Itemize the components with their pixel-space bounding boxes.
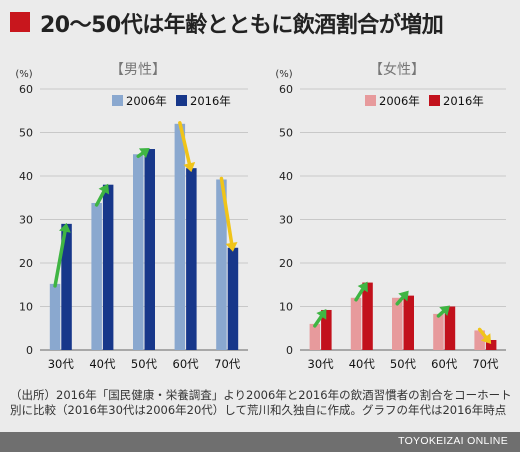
male-trend-arrow-head-0: [59, 222, 71, 233]
male-ytick-20: 20: [19, 257, 33, 270]
male-bar-2006-3: [174, 123, 186, 350]
male-bar-2016-4: [227, 247, 239, 350]
female-ytick-10: 10: [279, 301, 293, 314]
male-bar-2006-4: [216, 179, 227, 350]
female-ytick-30: 30: [279, 214, 293, 227]
female-trend-arrow-1: [354, 281, 368, 302]
female-trend-arrow-shaft-1: [354, 287, 365, 302]
female-bar-2016-4: [485, 339, 497, 350]
female-xtick-3: 60代: [431, 357, 458, 371]
male-xtick-4: 70代: [214, 357, 241, 371]
female-chart-panel: 【女性】 (%) 0 10 20 30 40 50 60 2006年 2016年 30代 40代 50代 6…: [260, 50, 520, 385]
male-trend-arrow-shaft-1: [94, 189, 106, 207]
female-ytick-40: 40: [279, 170, 293, 183]
female-bar-2006-3: [433, 313, 444, 350]
female-bar-2016-0: [321, 309, 332, 350]
female-ytick-60: 60: [279, 83, 293, 96]
female-trend-arrow-4: [477, 327, 492, 344]
male-bar-2006-1: [91, 202, 102, 350]
female-trend-arrow-0: [313, 308, 327, 328]
male-trend-arrow-shaft-3: [178, 121, 192, 166]
male-trend-arrow-shaft-4: [219, 176, 234, 245]
male-chart-title: 【男性】: [110, 62, 166, 78]
female-trend-arrow-head-1: [357, 281, 368, 293]
female-xtick-0: 30代: [308, 357, 335, 371]
male-ytick-10: 10: [19, 301, 33, 314]
male-bar-2016-3: [186, 168, 197, 350]
male-trend-arrow-0: [53, 222, 71, 288]
male-legend-swatch-2016: [176, 95, 187, 106]
female-trend-arrow-2: [395, 290, 409, 306]
male-xtick-3: 60代: [173, 357, 200, 371]
female-chart-svg: 【女性】 (%) 0 10 20 30 40 50 60 2006年 2016年 30代 40代 50代 6…: [275, 61, 506, 371]
female-trend-arrow-shaft-4: [477, 327, 488, 339]
male-legend-label-2016: 2016年: [190, 94, 231, 108]
male-legend-swatch-2006: [112, 95, 123, 106]
female-legend-label-2006: 2006年: [379, 94, 420, 108]
female-bar-2006-4: [474, 330, 485, 350]
female-chart-title: 【女性】: [369, 61, 425, 78]
male-bar-2006-0: [49, 283, 61, 350]
female-unit-label: (%): [275, 69, 292, 80]
female-bar-2016-2: [403, 295, 414, 350]
male-chart-svg: 【男性】 (%) 0 10 20 30 40 50 60 2006年 2016年 30代 40代 50代 6…: [15, 62, 248, 371]
female-bar-2006-2: [392, 297, 403, 350]
male-trend-arrow-1: [94, 183, 110, 207]
male-ytick-60: 60: [19, 83, 33, 96]
header: 20〜50代は年齢とともに飲酒割合が増加: [0, 0, 520, 46]
male-trend-arrow-shaft-0: [53, 229, 67, 288]
female-xtick-1: 40代: [349, 357, 376, 371]
female-ytick-0: 0: [286, 344, 293, 357]
male-bar-2016-0: [61, 223, 72, 350]
male-legend-label-2006: 2006年: [126, 94, 167, 108]
footer-bar: TOYOKEIZAI ONLINE: [0, 432, 520, 452]
male-xtick-0: 30代: [48, 357, 75, 371]
male-ytick-50: 50: [19, 127, 33, 140]
female-bar-2016-3: [444, 306, 456, 350]
female-bar-2016-1: [362, 282, 373, 350]
female-legend-label-2016: 2016年: [443, 94, 484, 108]
male-xtick-1: 40代: [89, 357, 116, 371]
female-trend-arrow-head-2: [398, 290, 409, 302]
female-trend-arrow-shaft-3: [436, 309, 446, 318]
male-ytick-40: 40: [19, 170, 33, 183]
male-trend-arrow-4: [219, 176, 238, 252]
title-marker: [10, 12, 30, 32]
male-trend-arrow-head-4: [225, 241, 238, 252]
male-trend-arrow-2: [136, 148, 150, 159]
source-note: （出所）2016年「国民健康・栄養調査」より2006年と2016年の飲酒習慣者の…: [10, 388, 512, 417]
page-title: 20〜50代は年齢とともに飲酒割合が増加: [40, 13, 444, 38]
male-ytick-30: 30: [19, 214, 33, 227]
female-trend-arrow-head-4: [480, 333, 492, 344]
female-xtick-2: 50代: [390, 357, 417, 371]
female-legend-swatch-2006: [365, 95, 376, 106]
male-ytick-0: 0: [26, 344, 33, 357]
male-trend-arrow-shaft-2: [136, 151, 145, 158]
female-ytick-50: 50: [279, 127, 293, 140]
male-trend-arrow-head-2: [138, 148, 150, 159]
female-trend-arrow-head-0: [316, 308, 327, 320]
male-chart-panel: 【男性】 (%) 0 10 20 30 40 50 60 2006年 2016年 30代 40代 50代 6…: [0, 50, 262, 385]
footer-credit: TOYOKEIZAI ONLINE: [398, 435, 508, 447]
female-bar-2006-1: [350, 297, 362, 350]
male-bar-2016-1: [102, 184, 114, 350]
female-ytick-20: 20: [279, 257, 293, 270]
male-unit-label: (%): [15, 69, 32, 80]
male-bar-2006-2: [133, 154, 144, 350]
female-legend-swatch-2016: [429, 95, 440, 106]
female-trend-arrow-head-3: [439, 305, 450, 316]
female-trend-arrow-3: [436, 305, 450, 318]
male-trend-arrow-head-1: [98, 183, 110, 195]
male-trend-arrow-3: [178, 121, 196, 173]
female-trend-arrow-shaft-2: [395, 295, 405, 306]
female-xtick-4: 70代: [472, 357, 499, 371]
male-trend-arrow-head-3: [183, 162, 196, 173]
male-bar-2016-2: [144, 149, 155, 350]
female-bar-2006-0: [309, 323, 321, 350]
female-trend-arrow-shaft-0: [313, 314, 324, 328]
male-xtick-2: 50代: [131, 357, 158, 371]
